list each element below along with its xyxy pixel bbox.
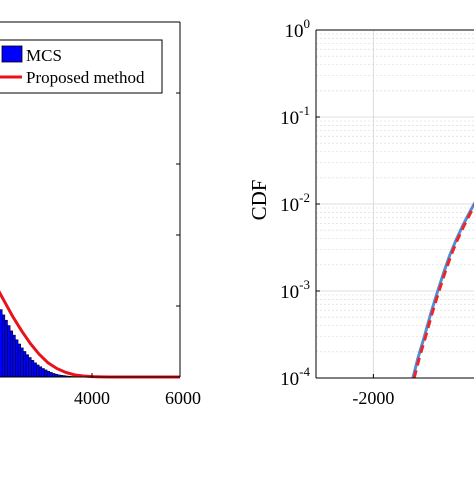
mcs-histogram-bar — [39, 367, 42, 377]
mcs-histogram-bar — [18, 344, 21, 377]
mcs-histogram-bar — [0, 310, 2, 377]
mcs-histogram-bar — [29, 357, 32, 377]
legend-label-proposed-method: Proposed method — [26, 68, 145, 87]
mcs-histogram-bar — [42, 368, 45, 377]
legend: MCS Proposed method — [0, 40, 162, 93]
mcs-histogram-bar — [31, 360, 34, 377]
mcs-histogram-bar — [21, 348, 24, 377]
mcs-histogram-bar — [44, 370, 47, 377]
legend-swatch-mcs — [2, 46, 22, 62]
cdf-y-axis-label: CDF — [247, 180, 271, 221]
mcs-histogram-bar — [26, 355, 29, 377]
mcs-histogram-bar — [2, 315, 5, 377]
histogram-x-tick-label: 4000 — [74, 388, 110, 408]
mcs-histogram-bar — [47, 371, 50, 377]
mcs-histogram-bar — [10, 331, 13, 377]
mcs-histogram-bar — [23, 351, 26, 377]
mcs-histogram-bar — [13, 335, 16, 377]
mcs-histogram-bar — [50, 372, 53, 377]
mcs-histogram-bar — [15, 340, 18, 377]
legend-label-mcs: MCS — [26, 46, 62, 65]
mcs-histogram-bar — [34, 363, 37, 377]
histogram-x-tick-label: 6000 — [165, 388, 201, 408]
mcs-histogram-bar — [5, 320, 8, 377]
cdf-x-tick-label: -2000 — [352, 388, 394, 408]
mcs-histogram-bar — [8, 326, 11, 377]
mcs-histogram-bar — [37, 365, 40, 377]
mcs-histogram-bar — [52, 373, 55, 377]
